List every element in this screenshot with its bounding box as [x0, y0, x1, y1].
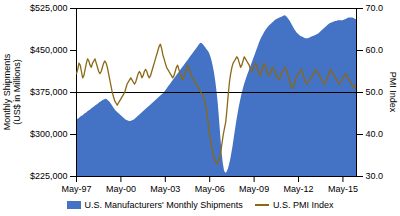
svg-text:May-03: May-03 [150, 184, 180, 194]
svg-text:May-09: May-09 [239, 184, 269, 194]
svg-text:$225,000: $225,000 [30, 171, 68, 181]
svg-text:40.0: 40.0 [366, 129, 384, 139]
svg-text:May-12: May-12 [284, 184, 314, 194]
svg-text:$450,000: $450,000 [30, 45, 68, 55]
svg-text:May-97: May-97 [61, 184, 91, 194]
svg-text:30.0: 30.0 [366, 171, 384, 181]
svg-text:May-06: May-06 [195, 184, 225, 194]
svg-text:$375,000: $375,000 [30, 87, 68, 97]
html-text:PMI Index: PMI Index [388, 71, 399, 113]
svg-text:$525,000: $525,000 [30, 3, 68, 13]
svg-text:May-15: May-15 [328, 184, 358, 194]
html-text:U.S. PMI Index: U.S. PMI Index [272, 200, 334, 210]
svg-text:May-00: May-00 [106, 184, 136, 194]
svg-text:60.0: 60.0 [366, 45, 384, 55]
html-text:U.S. Manufacturers' Monthly Sh: U.S. Manufacturers' Monthly Shipments [84, 200, 243, 210]
svg-text:$300,000: $300,000 [30, 129, 68, 139]
svg-text:70.0: 70.0 [366, 3, 384, 13]
html-text:Monthly Shipments (US$ in Mill: Monthly Shipments (US$ in Millions) [1, 53, 22, 131]
svg-text:50.0: 50.0 [366, 87, 384, 97]
